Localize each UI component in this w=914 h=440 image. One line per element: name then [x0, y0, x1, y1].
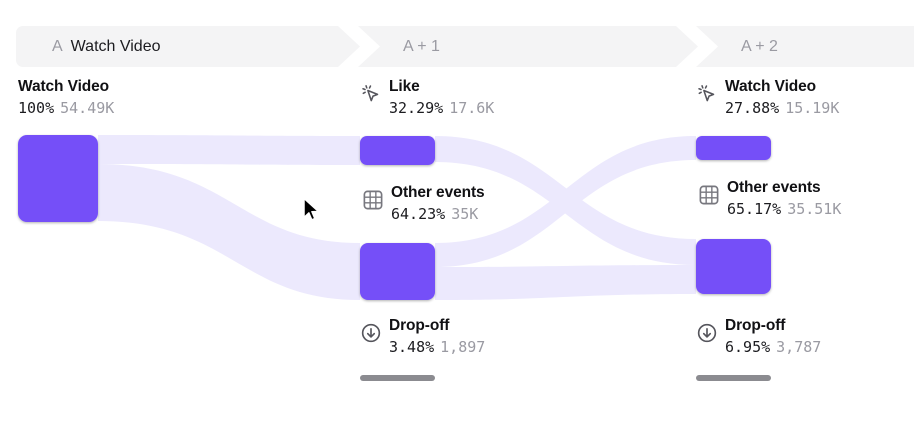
click-icon	[698, 85, 715, 102]
dropoff-icon	[361, 323, 381, 343]
node-percent-dropoff-a1: 3.48%	[389, 337, 435, 356]
node-label-other-events-a2[interactable]: Other events 65.17% 35.51K	[698, 180, 841, 217]
step-header-a[interactable]: A Watch Video	[16, 26, 360, 67]
ribbon-other-to-other	[435, 265, 696, 300]
node-name-dropoff-a1: Drop-off	[389, 317, 450, 334]
node-text-dropoff-a1: Drop-off 3.48% 1,897	[389, 318, 485, 355]
dropoff-icon	[697, 323, 717, 343]
node-percent-dropoff-a2: 6.95%	[725, 337, 771, 356]
node-count-watch-video-a: 54.49K	[60, 98, 115, 117]
node-label-dropoff-a1[interactable]: Drop-off 3.48% 1,897	[360, 318, 485, 355]
node-bar-dropoff-a2[interactable]	[696, 375, 771, 381]
node-bar-watch-video-a2[interactable]	[696, 136, 771, 160]
node-percent-other-events-a2: 65.17%	[727, 199, 782, 218]
node-label-like-a1[interactable]: Like 32.29% 17.6K	[360, 79, 494, 116]
grid-icon	[699, 185, 719, 205]
node-stats-dropoff-a2: 6.95% 3,787	[725, 337, 822, 356]
ribbon-watchvideo-to-other	[98, 164, 360, 300]
node-percent-watch-video-a: 100%	[18, 98, 55, 117]
node-stats-dropoff-a1: 3.48% 1,897	[389, 337, 486, 356]
node-bar-other-events-a1[interactable]	[360, 243, 435, 300]
node-name-other-events-a1: Other events	[391, 184, 485, 201]
node-stats-other-events-a2: 65.17% 35.51K	[727, 199, 842, 218]
node-text-like-a1: Like 32.29% 17.6K	[389, 79, 494, 116]
node-label-watch-video-a2[interactable]: Watch Video 27.88% 15.19K	[696, 79, 839, 116]
node-text-watch-video-a2: Watch Video 27.88% 15.19K	[725, 79, 839, 116]
node-name-watch-video-a: Watch Video	[18, 78, 110, 95]
node-label-dropoff-a2[interactable]: Drop-off 6.95% 3,787	[696, 318, 821, 355]
node-name-like-a1: Like	[389, 78, 420, 95]
node-count-watch-video-a2: 15.19K	[785, 98, 840, 117]
node-percent-other-events-a1: 64.23%	[391, 204, 446, 223]
node-stats-like-a1: 32.29% 17.6K	[389, 98, 495, 117]
node-stats-watch-video-a2: 27.88% 15.19K	[725, 98, 840, 117]
node-count-like-a1: 17.6K	[449, 98, 495, 117]
sankey-ribbons	[98, 135, 696, 300]
node-label-other-events-a1[interactable]: Other events 64.23% 35K	[362, 185, 485, 222]
node-count-dropoff-a2: 3,787	[776, 337, 822, 356]
step-header-bar: A Watch Video A + 1 A + 2	[0, 26, 914, 67]
step-letter-a-plus-2: A + 2	[741, 37, 778, 55]
node-text-watch-video-a: Watch Video 100% 54.49K	[18, 79, 114, 116]
node-count-other-events-a1: 35K	[451, 204, 479, 223]
node-text-other-events-a1: Other events 64.23% 35K	[391, 185, 485, 222]
step-header-a-plus-1[interactable]: A + 1	[358, 26, 698, 67]
node-text-other-events-a2: Other events 65.17% 35.51K	[727, 180, 841, 217]
node-name-other-events-a2: Other events	[727, 179, 821, 196]
step-letter-a: A	[52, 37, 63, 55]
node-name-watch-video-a2: Watch Video	[725, 78, 817, 95]
click-icon	[362, 85, 379, 102]
node-bar-watch-video-a[interactable]	[18, 135, 98, 222]
sankey-nodes	[18, 135, 771, 381]
node-percent-watch-video-a2: 27.88%	[725, 98, 780, 117]
node-bar-other-events-a2[interactable]	[696, 239, 771, 294]
ribbon-watchvideo-to-like	[98, 135, 360, 165]
node-name-dropoff-a2: Drop-off	[725, 317, 786, 334]
node-count-dropoff-a1: 1,897	[440, 337, 486, 356]
grid-icon	[363, 190, 383, 210]
node-text-dropoff-a2: Drop-off 6.95% 3,787	[725, 318, 821, 355]
step-title-a: Watch Video	[70, 37, 161, 55]
node-count-other-events-a2: 35.51K	[787, 199, 842, 218]
node-stats-other-events-a1: 64.23% 35K	[391, 204, 485, 223]
node-label-watch-video-a[interactable]: Watch Video 100% 54.49K	[18, 79, 114, 116]
node-stats-watch-video-a: 100% 54.49K	[18, 98, 115, 117]
ribbon-other-to-watchvideo	[435, 136, 696, 267]
node-bar-dropoff-a1[interactable]	[360, 375, 435, 381]
step-letter-a-plus-1: A + 1	[403, 37, 440, 55]
node-percent-like-a1: 32.29%	[389, 98, 444, 117]
node-bar-like-a1[interactable]	[360, 136, 435, 165]
step-header-a-plus-2[interactable]: A + 2	[696, 26, 914, 67]
